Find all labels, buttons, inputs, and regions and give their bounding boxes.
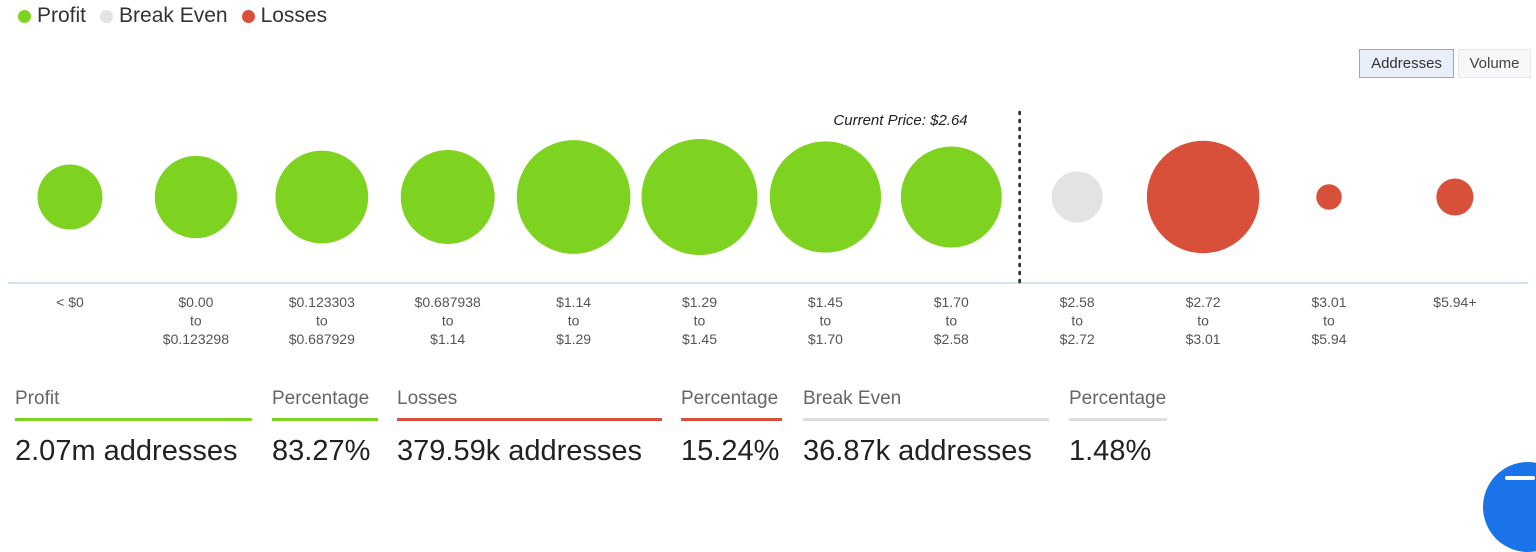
bubble-5[interactable] bbox=[641, 139, 758, 255]
bubble-10[interactable] bbox=[1316, 184, 1342, 210]
x-tick-label: $0.687938 to $1.14 bbox=[415, 294, 481, 347]
bubble-2[interactable] bbox=[275, 150, 369, 244]
stat-losses-percentage-label: Percentage bbox=[681, 388, 782, 421]
stat-profit-percentage-value: 83.27% bbox=[272, 435, 371, 467]
x-tick-label: $5.94+ bbox=[1433, 294, 1476, 310]
stat-profit-label: Profit bbox=[15, 388, 252, 421]
stat-break-even-value: 36.87k addresses bbox=[803, 435, 1032, 467]
stat-profit-value: 2.07m addresses bbox=[15, 435, 238, 467]
stat-break-even: Break Even 36.87k addresses bbox=[803, 388, 1049, 468]
stat-losses-label: Losses bbox=[397, 388, 662, 421]
legend-label-profit: Profit bbox=[37, 4, 87, 27]
stat-losses-value: 379.59k addresses bbox=[397, 435, 643, 467]
bubble-6[interactable] bbox=[769, 141, 882, 253]
x-tick-label: $1.70 to $2.58 bbox=[934, 294, 969, 347]
summary-stats: Profit 2.07m addresses Percentage 83.27%… bbox=[0, 388, 1536, 498]
x-tick-label: $1.14 to $1.29 bbox=[556, 294, 591, 347]
x-tick-label: $1.45 to $1.70 bbox=[808, 294, 843, 347]
stat-profit-percentage-label: Percentage bbox=[272, 388, 378, 421]
bubble-1[interactable] bbox=[154, 155, 238, 239]
stat-losses-percentage: Percentage 15.24% bbox=[681, 388, 782, 468]
bubble-3[interactable] bbox=[400, 150, 495, 244]
legend-dot-profit bbox=[18, 9, 31, 23]
stat-profit-percentage: Percentage 83.27% bbox=[272, 388, 378, 468]
legend-item-profit[interactable]: Profit bbox=[18, 4, 86, 28]
stat-losses: Losses 379.59k addresses bbox=[397, 388, 662, 468]
stat-break-even-percentage-value: 1.48% bbox=[1069, 435, 1152, 467]
x-tick-label: $2.72 to $3.01 bbox=[1186, 294, 1221, 347]
x-tick-label: < $0 bbox=[56, 294, 84, 310]
bubble-8[interactable] bbox=[1051, 171, 1103, 223]
legend-dot-losses bbox=[241, 9, 255, 23]
bubble-0[interactable] bbox=[37, 164, 103, 230]
legend-label-losses: Losses bbox=[260, 4, 328, 27]
volume-toggle-button[interactable]: Volume bbox=[1458, 49, 1531, 78]
addresses-toggle-button[interactable]: Addresses bbox=[1359, 49, 1454, 78]
metric-toggle: Addresses Volume bbox=[1359, 49, 1531, 78]
bubble-9[interactable] bbox=[1146, 140, 1260, 254]
bubble-4[interactable] bbox=[516, 140, 631, 254]
legend-item-break-even[interactable]: Break Even bbox=[100, 4, 228, 28]
stat-break-even-label: Break Even bbox=[803, 388, 1049, 421]
stat-break-even-percentage: Percentage 1.48% bbox=[1069, 388, 1167, 468]
legend-label-break-even: Break Even bbox=[119, 4, 228, 27]
x-tick-label: $0.00 to $0.123298 bbox=[163, 294, 229, 347]
chart-legend: Profit Break Even Losses bbox=[18, 4, 327, 28]
stat-break-even-percentage-label: Percentage bbox=[1069, 388, 1167, 421]
bubble-chart: < $0 $0.00 to $0.123298 $0.123303 to $0.687929… bbox=[8, 110, 1528, 347]
x-tick-label: $1.29 to $1.45 bbox=[682, 294, 717, 347]
bubble-11[interactable] bbox=[1436, 178, 1474, 216]
legend-item-losses[interactable]: Losses bbox=[241, 4, 328, 28]
x-tick-label: $2.58 to $2.72 bbox=[1060, 294, 1095, 347]
x-tick-label: $0.123303 to $0.687929 bbox=[289, 294, 355, 347]
current-price-label: Current Price: $2.64 bbox=[833, 112, 967, 129]
stat-profit: Profit 2.07m addresses bbox=[15, 388, 252, 468]
bubble-7[interactable] bbox=[900, 146, 1002, 248]
legend-dot-break-even bbox=[100, 9, 114, 23]
x-tick-label: $3.01 to $5.94 bbox=[1311, 294, 1346, 347]
stat-losses-percentage-value: 15.24% bbox=[681, 435, 780, 467]
